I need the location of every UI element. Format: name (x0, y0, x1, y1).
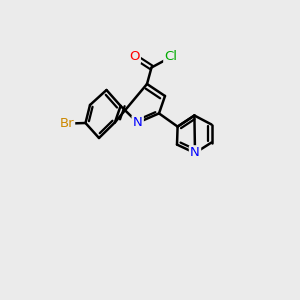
Text: Br: Br (59, 117, 74, 130)
Text: Cl: Cl (164, 50, 178, 64)
Text: O: O (129, 50, 140, 63)
Text: N: N (133, 116, 142, 129)
Text: N: N (190, 146, 200, 160)
